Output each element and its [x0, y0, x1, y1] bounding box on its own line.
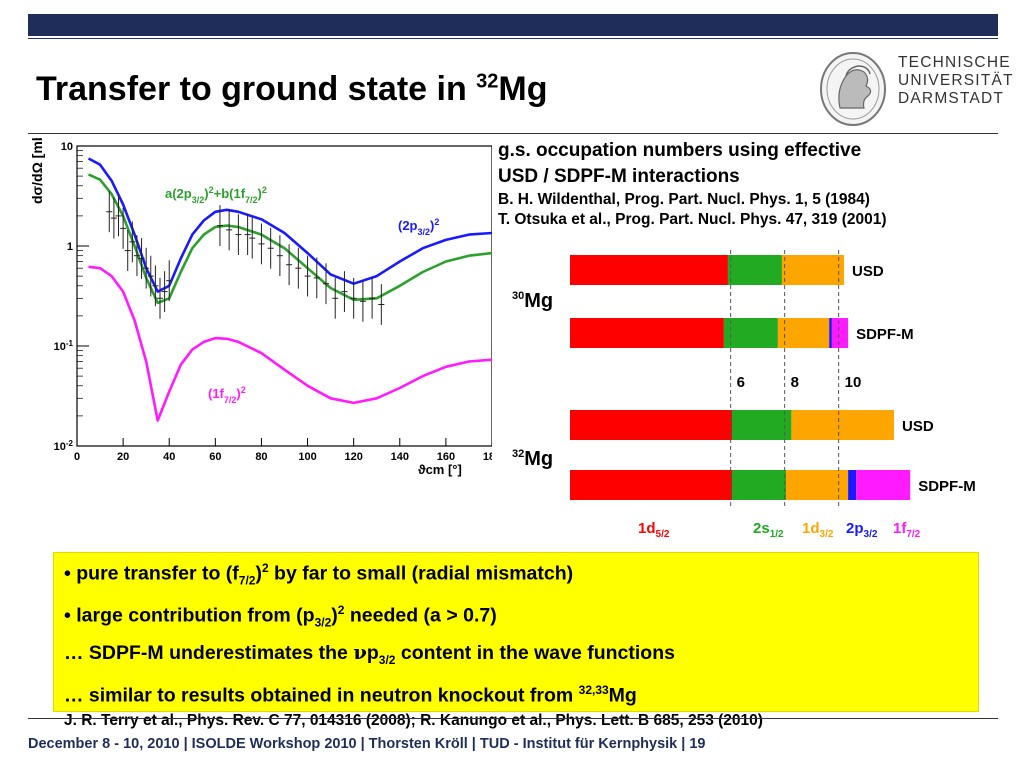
occupation-chart: USD SDPF-M USD SDPF-M 6 8 10 30Mg 32Mg 1d5/2 2s… [512, 250, 976, 540]
row-label: USD [852, 263, 884, 280]
guide-tick-label: 8 [791, 374, 799, 391]
nucleus-label: 30Mg [512, 290, 553, 312]
info-text: g.s. occupation numbers using effective … [498, 138, 998, 230]
summary-line-4: … similar to results obtained in neutron… [64, 682, 637, 707]
bar-rows: USD SDPF-M USD SDPF-M [570, 255, 976, 500]
y-axis-label: dσ/dΩ [mb] [30, 138, 45, 204]
annotation-mixed: a(2p3/2)2+b(1f7/2)2 [165, 185, 267, 205]
row-label: SDPF-M [918, 478, 976, 495]
bar-segment-1d3-2 [777, 318, 830, 348]
guide-tick-label: 6 [737, 374, 745, 391]
nucleus-label: 32Mg [512, 448, 553, 470]
summary-bullet-2: • large contribution from (p3/2)2 needed… [64, 603, 497, 630]
legend-entry: 2s1/2 [753, 520, 784, 540]
y-tick-label: 10 [61, 141, 73, 153]
plot-gridlines [76, 145, 492, 447]
x-tick-labels: 0 20 40 60 80 100 120 140 160 180 [74, 451, 492, 463]
bar-segment-1d5-2 [570, 318, 724, 348]
summary-line-3: … SDPF-M underestimates the νp3/2 conten… [64, 640, 675, 667]
header-rule [28, 38, 998, 39]
series-line-ff1aff [88, 265, 492, 422]
logo-line-1: TECHNISCHE [898, 54, 1011, 71]
summary-box: • pure transfer to (f7/2)2 by far to sma… [53, 552, 979, 729]
legend-entry: 1d5/2 [638, 520, 670, 540]
y-tick-label: 10-1 [54, 339, 74, 354]
nucleus-labels: 30Mg 32Mg [512, 290, 553, 470]
orbital-legend: 1d5/2 2s1/2 1d3/2 2p3/2 1f7/2 [638, 520, 921, 540]
logo-line-3: DARMSTADT [898, 90, 1005, 107]
logo-line-2: UNIVERSITÄT [898, 72, 1014, 89]
footer-rule [28, 718, 998, 719]
bar-segment-1d5-2 [570, 255, 728, 285]
summary-references: J. R. Terry et al., Phys. Rev. C 77, 014… [64, 712, 763, 730]
bar-segment-1f7-2 [856, 470, 911, 500]
row-label: USD [902, 418, 934, 435]
x-tick-label: 180 [483, 451, 492, 463]
plot-frame [76, 145, 492, 447]
bar-segment-2p3-2 [848, 470, 857, 500]
title-element: Mg [498, 70, 548, 108]
info-line-1: g.s. occupation numbers using effective [498, 140, 862, 161]
university-logo: TECHNISCHE UNIVERSITÄT DARMSTADT [818, 50, 1012, 128]
guide-tick-label: 10 [845, 374, 862, 391]
legend-entry: 2p3/2 [846, 520, 878, 540]
bar-segment-1d5-2 [570, 410, 732, 440]
reference-wildenthal: B. H. Wildenthal, Prog. Part. Nucl. Phys… [498, 191, 870, 208]
annotation-p32: (2p3/2)2 [398, 217, 439, 237]
x-tick-label: 160 [437, 451, 455, 463]
plot-series [87, 157, 492, 422]
bar-segment-2s1-2 [732, 410, 792, 440]
x-tick-label: 40 [163, 451, 175, 463]
row-label: SDPF-M [856, 326, 914, 343]
legend-entry: 1f7/2 [893, 520, 921, 540]
x-tick-label: 120 [344, 451, 362, 463]
title-mass-number: 32 [476, 70, 499, 93]
cross-section-chart: 0 20 40 60 80 100 120 140 160 180 10 1 10-1 10-2 dσ/… [30, 138, 492, 477]
legend-entry: 1d3/2 [802, 520, 834, 540]
x-axis-label: ϑcm [°] [418, 462, 462, 477]
bar-segment-2p3-2 [829, 318, 832, 348]
data-points [106, 191, 385, 325]
bar-segment-2s1-2 [723, 318, 778, 348]
reference-otsuka: T. Otsuka et al., Prog. Part. Nucl. Phys… [498, 211, 887, 228]
title-rule [28, 133, 998, 134]
x-tick-label: 140 [391, 451, 409, 463]
summary-bullet-1: • pure transfer to (f7/2)2 by far to sma… [64, 561, 574, 588]
title-text: Transfer to ground state in [36, 70, 477, 108]
bar-segment-2s1-2 [727, 255, 782, 285]
info-line-2: USD / SDPF-M interactions [498, 166, 740, 187]
y-tick-label: 1 [67, 241, 73, 253]
guide-lines [730, 250, 840, 508]
bar-segment-2s1-2 [732, 470, 786, 500]
x-tick-label: 80 [255, 451, 267, 463]
annotation-f72: (1f7/2)2 [208, 385, 246, 405]
y-tick-label: 10-2 [54, 439, 74, 454]
footer-text: December 8 - 10, 2010 | ISOLDE Workshop … [28, 736, 706, 752]
bar-segment-1d3-2 [781, 255, 845, 285]
header-bar [28, 14, 998, 36]
bar-segment-1d5-2 [570, 470, 732, 500]
series-line-2ca02c [87, 173, 492, 305]
x-tick-label: 0 [74, 451, 80, 463]
athena-seal-icon [820, 52, 886, 126]
bar-segment-1d3-2 [786, 470, 849, 500]
bar-segment-1d3-2 [791, 410, 894, 440]
x-tick-label: 100 [298, 451, 316, 463]
x-tick-label: 20 [117, 451, 129, 463]
page-title: Transfer to ground state in 32Mg [36, 70, 548, 109]
guide-tick-labels: 6 8 10 [737, 374, 862, 391]
x-tick-label: 60 [209, 451, 221, 463]
series-line-1a1aff [87, 157, 492, 293]
y-tick-labels: 10 1 10-1 10-2 [54, 141, 74, 453]
bar-segment-1f7-2 [831, 318, 849, 348]
